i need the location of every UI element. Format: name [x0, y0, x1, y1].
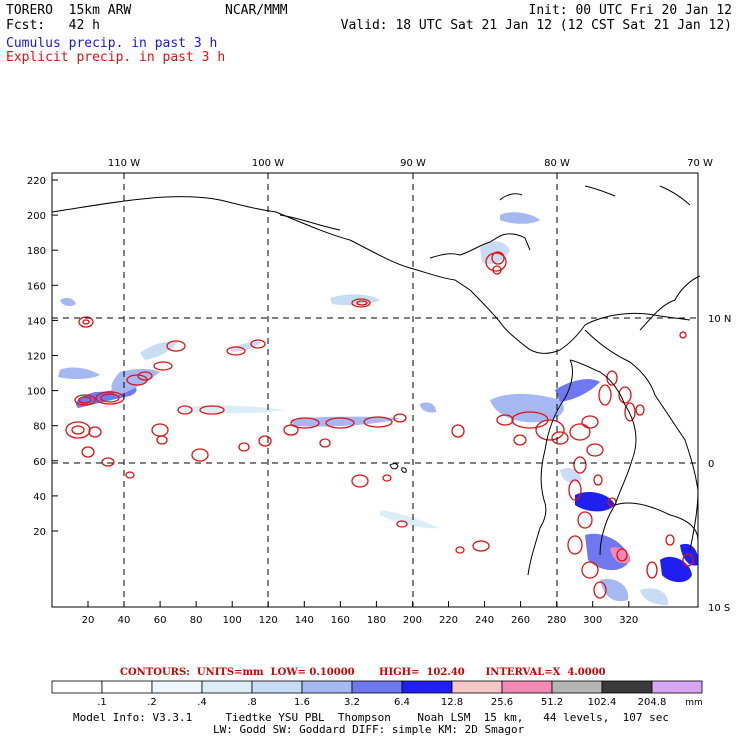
- colorbar-label: .2: [147, 697, 157, 708]
- valid-time: Valid: 18 UTC Sat 21 Jan 12 (12 CST Sat …: [340, 18, 732, 33]
- y-tick-label: 40: [33, 492, 46, 503]
- y-tick-label: 200: [27, 211, 46, 222]
- model-info-line2: LW: Godd SW: Goddard DIFF: simple KM: 2D…: [213, 723, 525, 736]
- colorbar: .1 .2 .4 .8 1.6 3.2 6.4 12.8 25.6 51.2 102.4 204.8 m…: [51, 680, 703, 708]
- lat-labels: 10 N 0 10 S: [708, 314, 731, 614]
- colorbar-swatch: [151, 680, 203, 694]
- x-tick-label: 160: [331, 615, 350, 626]
- lon-label: 90 W: [400, 158, 426, 169]
- x-tick-label: 60: [154, 615, 167, 626]
- x-tick-label: 320: [619, 615, 638, 626]
- coastlines: [51, 185, 701, 576]
- colorbar-unit: mm: [685, 698, 703, 708]
- y-tick-label: 20: [33, 527, 46, 538]
- colorbar-label: 51.2: [541, 697, 563, 708]
- explicit-precip-layer: [65, 251, 694, 599]
- x-tick-label: 220: [439, 615, 458, 626]
- lon-label: 110 W: [108, 158, 140, 169]
- colorbar-label: .1: [97, 697, 107, 708]
- organization: NCAR/MMM: [225, 3, 288, 18]
- colorbar-swatch: [501, 680, 553, 694]
- x-tick-label: 280: [547, 615, 566, 626]
- colorbar-swatch: [401, 680, 453, 694]
- lat-label: 10 S: [708, 603, 730, 614]
- colorbar-swatch: [301, 680, 353, 694]
- colorbar-label: 25.6: [491, 697, 513, 708]
- colorbar-swatch: [101, 680, 153, 694]
- x-tick-label: 200: [403, 615, 422, 626]
- colorbar-swatch: [51, 680, 103, 694]
- y-tick-label: 220: [27, 176, 46, 187]
- model-info-line1: Model Info: V3.3.1 Tiedtke YSU PBL Thomp…: [73, 711, 670, 724]
- x-tick-label: 180: [367, 615, 386, 626]
- lat-lon-grid: [52, 173, 698, 607]
- colorbar-label: 1.6: [294, 697, 310, 708]
- lon-labels: 110 W 100 W 90 W 80 W 70 W: [108, 158, 713, 169]
- forecast-hour: Fcst: 42 h: [6, 18, 100, 33]
- lon-label: 80 W: [544, 158, 570, 169]
- colorbar-label: .8: [247, 697, 257, 708]
- colorbar-swatch: [451, 680, 503, 694]
- lon-label: 100 W: [252, 158, 284, 169]
- colorbar-label: .4: [197, 697, 207, 708]
- y-tick-label: 80: [33, 422, 46, 433]
- x-tick-label: 260: [511, 615, 530, 626]
- y-tick-label: 100: [27, 387, 46, 398]
- x-tick-label: 80: [190, 615, 203, 626]
- y-tick-label: 60: [33, 457, 46, 468]
- x-tick-label: 100: [223, 615, 242, 626]
- colorbar-label: 6.4: [394, 697, 410, 708]
- model-name: TORERO 15km ARW: [6, 3, 132, 18]
- colorbar-swatch: [351, 680, 403, 694]
- y-tick-label: 140: [27, 316, 46, 327]
- y-tick-label: 160: [27, 281, 46, 292]
- lon-label: 70 W: [687, 158, 713, 169]
- y-ticks: 220 200 180 160 140 120 100 80 60 40 20: [27, 176, 58, 538]
- colorbar-label: 204.8: [638, 697, 667, 708]
- lat-label: 10 N: [708, 314, 731, 325]
- x-tick-label: 140: [295, 615, 314, 626]
- colorbar-swatch: [601, 680, 653, 694]
- lat-label: 0: [708, 459, 714, 470]
- init-time: Init: 00 UTC Fri 20 Jan 12: [528, 3, 733, 18]
- x-tick-label: 120: [259, 615, 278, 626]
- colorbar-swatch: [201, 680, 253, 694]
- colorbar-label: 12.8: [441, 697, 463, 708]
- x-tick-label: 240: [475, 615, 494, 626]
- colorbar-label: 102.4: [588, 697, 617, 708]
- cumulus-legend: Cumulus precip. in past 3 h: [6, 36, 218, 51]
- colorbar-swatch: [251, 680, 303, 694]
- y-tick-label: 180: [27, 246, 46, 257]
- cumulus-precip-layer: [58, 212, 699, 606]
- x-tick-label: 20: [82, 615, 95, 626]
- x-tick-label: 40: [118, 615, 131, 626]
- colorbar-swatch: [651, 680, 703, 694]
- colorbar-label: 3.2: [344, 697, 360, 708]
- x-ticks: 20 40 60 80 100 120 140 160 180 200 220 240 260 280 30…: [82, 601, 638, 626]
- colorbar-swatch: [551, 680, 603, 694]
- map-frame: [51, 172, 699, 608]
- y-tick-label: 120: [27, 352, 46, 363]
- explicit-legend: Explicit precip. in past 3 h: [6, 50, 226, 65]
- contour-info: CONTOURS: UNITS=mm LOW= 0.10000 HIGH= 10…: [120, 667, 606, 678]
- x-tick-label: 300: [583, 615, 602, 626]
